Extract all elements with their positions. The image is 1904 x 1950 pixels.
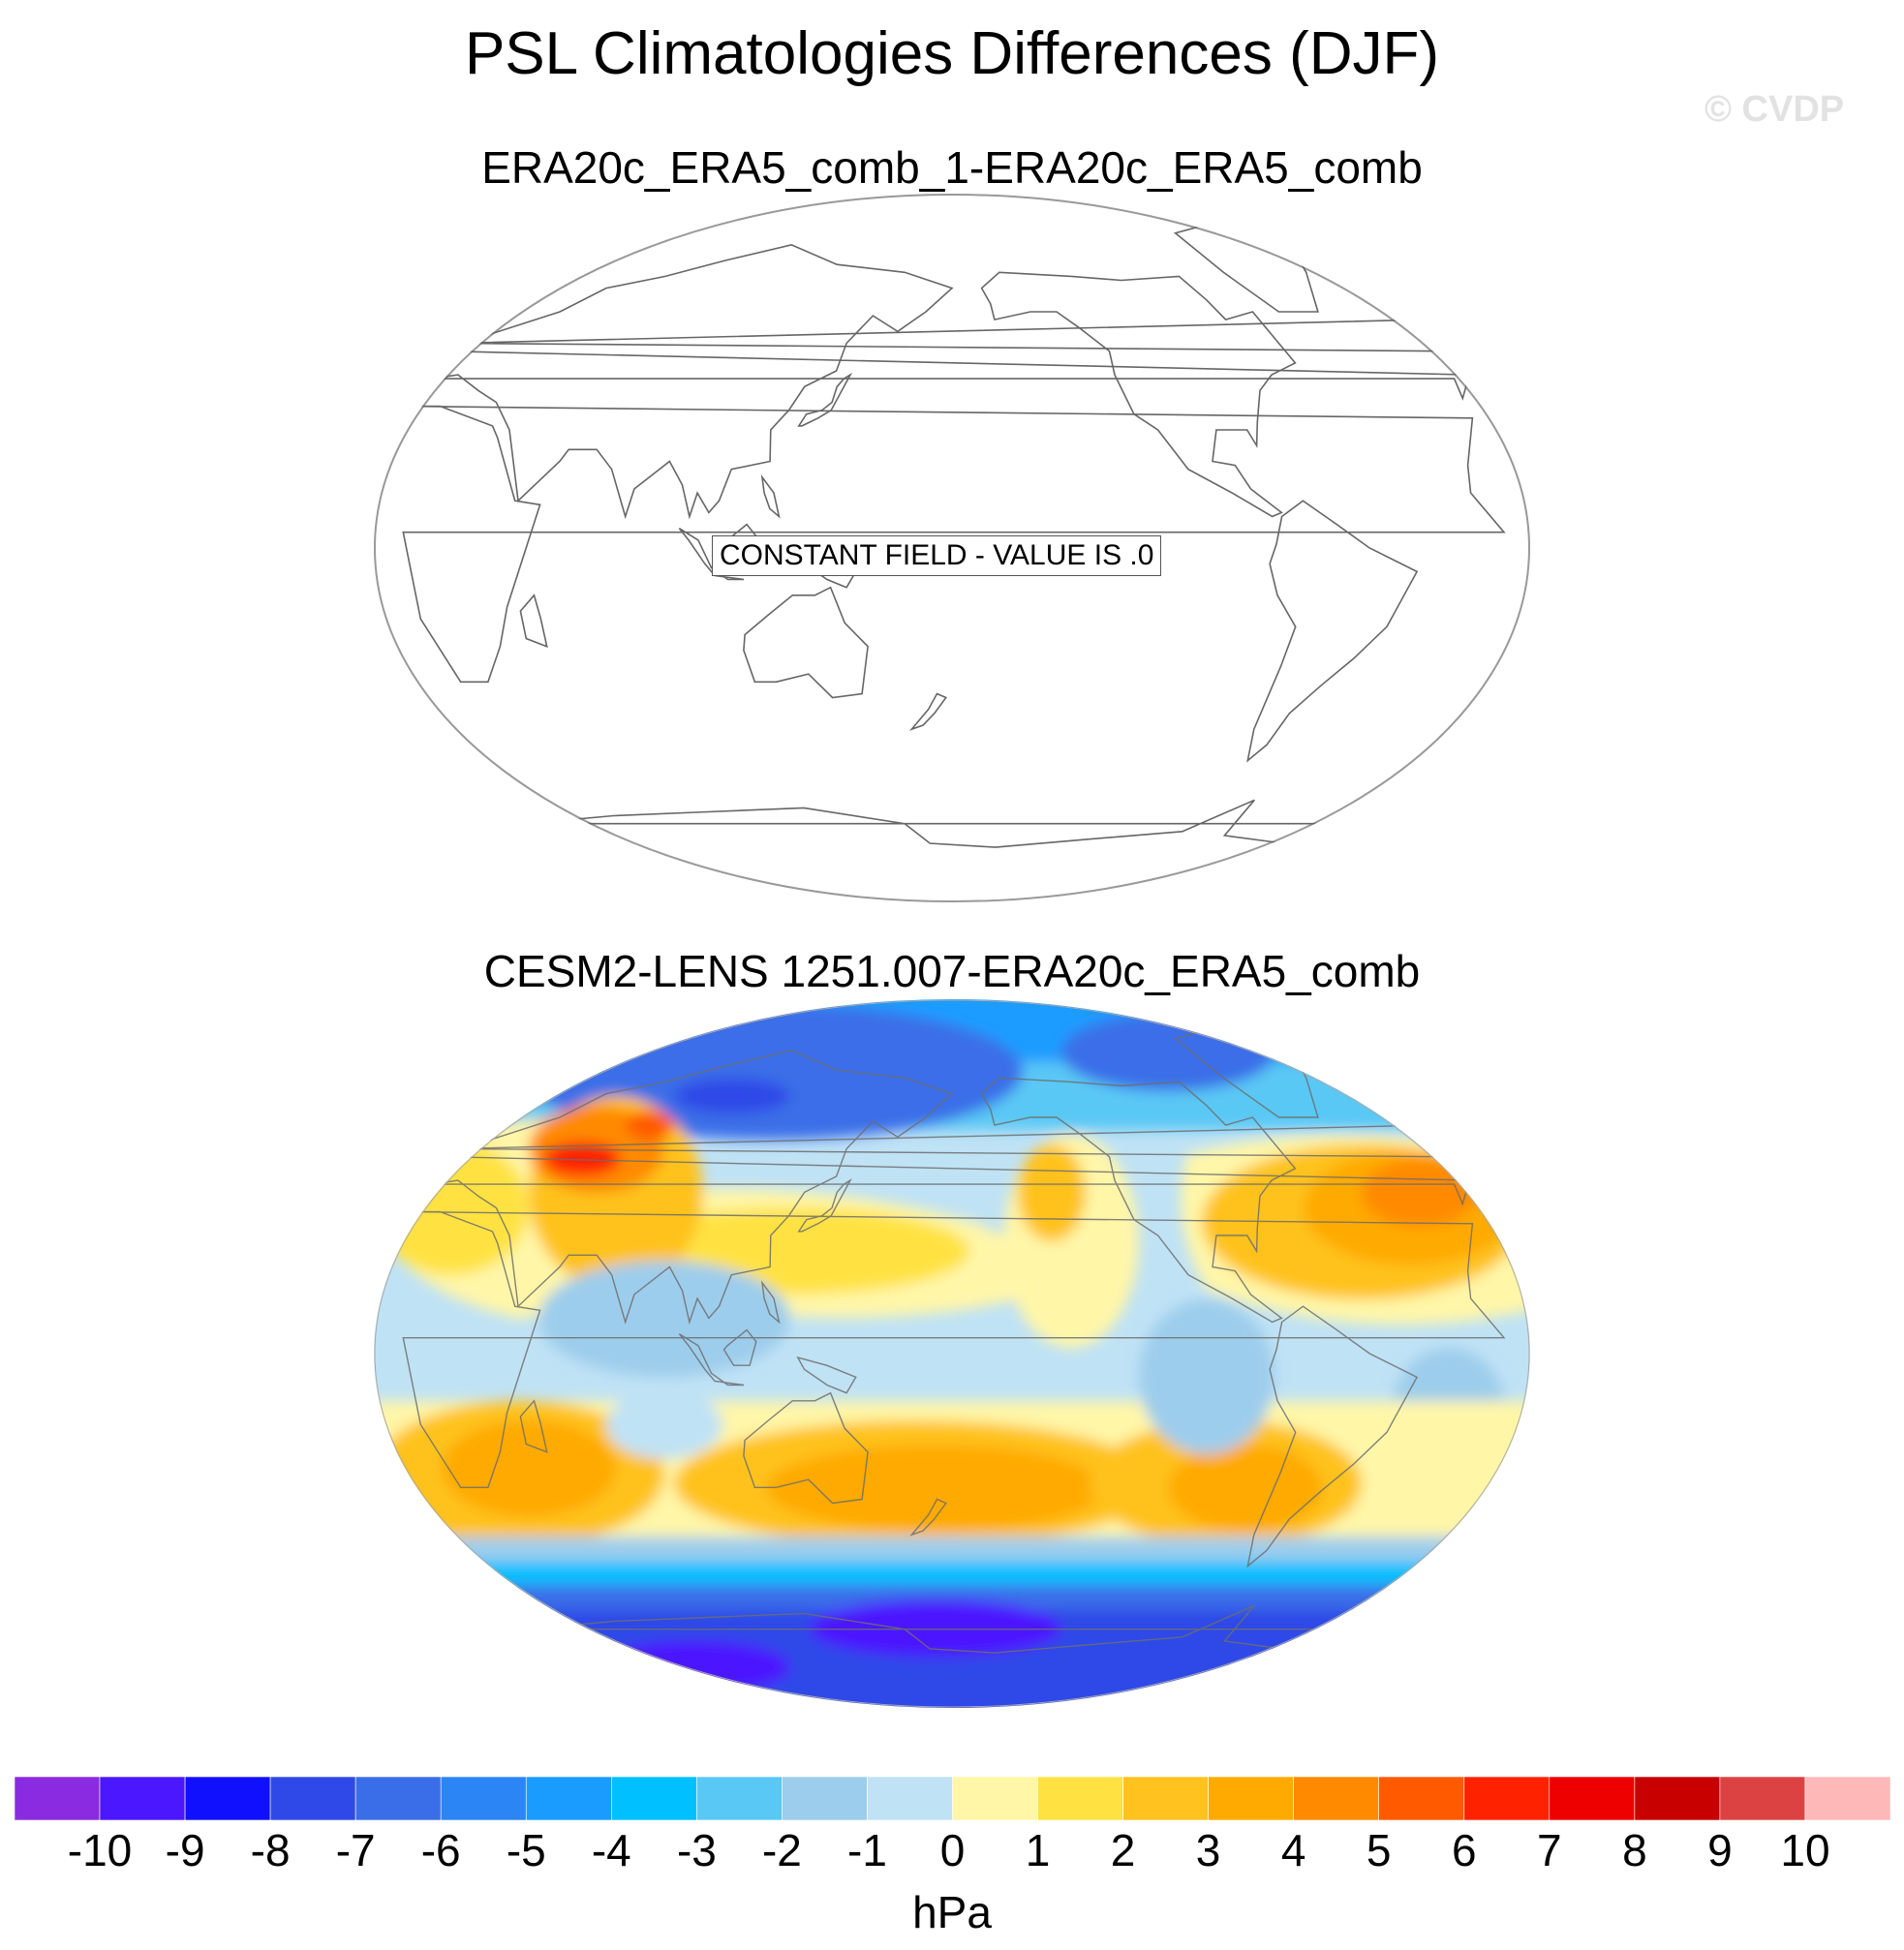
coastline-2-12 [519, 1399, 548, 1453]
colorbar-box-15 [1293, 1777, 1379, 1821]
coastline-2-7 [797, 1178, 852, 1233]
blob-spac-plus3 [766, 1445, 1105, 1532]
coastline-2-1 [432, 1050, 1471, 1325]
coastline-2-0 [402, 1210, 1506, 1488]
blob-mongolia-plus5 [626, 1111, 674, 1140]
colorbar-box-11 [952, 1777, 1038, 1821]
colorbar-box-16 [1378, 1777, 1464, 1821]
colorbar-tick-15: 5 [1367, 1825, 1392, 1875]
colorbar-box-13 [1122, 1777, 1209, 1821]
coastline-2-8 [678, 1333, 745, 1386]
blob-maritime-minus1 [538, 1261, 790, 1377]
panel2-globe-border [374, 999, 1530, 1708]
colorbar-box-3 [269, 1777, 356, 1821]
blob-so-west-minus9 [597, 1640, 790, 1694]
colorbar-tick-5: -5 [507, 1825, 546, 1875]
coastline-2-11 [909, 1498, 947, 1537]
colorbar-box-20 [1719, 1777, 1806, 1821]
colorbar-box-4 [354, 1777, 442, 1821]
coastline-1-0 [402, 405, 1506, 684]
colorbar-tick-12: 2 [1111, 1825, 1136, 1875]
colorbar-tick-13: 3 [1196, 1825, 1221, 1875]
colorbar-tick-20: 10 [1780, 1825, 1829, 1875]
colorbar-tick-11: 1 [1026, 1825, 1051, 1875]
panel1-title: ERA20c_ERA5_comb_1-ERA20c_ERA5_comb [481, 142, 1423, 193]
blob-australia-minus0 [606, 1391, 722, 1459]
blob-indian-plus3 [442, 1420, 616, 1517]
coastline-1-14 [760, 473, 781, 519]
blob-west-eurasia-plus1 [374, 1140, 529, 1275]
colorbar-tick-7: -3 [677, 1825, 717, 1875]
coastline-2-9 [722, 1328, 757, 1366]
coastline-2-14 [760, 1280, 781, 1325]
colorbar-tick-18: 8 [1622, 1825, 1647, 1875]
coastline-1-6 [527, 799, 1375, 848]
blob-samerica-minus1 [1139, 1299, 1274, 1454]
colorbar-box-14 [1208, 1777, 1294, 1821]
coastline-1-2 [743, 586, 869, 699]
colorbar-box-6 [525, 1777, 612, 1821]
colorbar-boxes [14, 1777, 1891, 1821]
colorbar-tick-16: 6 [1452, 1825, 1477, 1875]
coastline-1-12 [519, 594, 548, 648]
panel2-map [374, 999, 1530, 1708]
colorbar: -10 -9 -8 -7 -6 -5 -4 -3 -2 -1 0 1 2 3 4 5 6 7 8 9 10 hPa [14, 1777, 1891, 1937]
colorbar-box-9 [782, 1777, 868, 1821]
copyright-watermark: © CVDP [1704, 89, 1845, 130]
colorbar-tick-8: -2 [762, 1825, 802, 1875]
colorbar-tick-17: 7 [1537, 1825, 1562, 1875]
constant-field-label: CONSTANT FIELD - VALUE IS .0 [712, 535, 1162, 576]
colorbar-box-1 [99, 1777, 186, 1821]
colorbar-box-7 [610, 1777, 697, 1821]
colorbar-tick-3: -7 [336, 1825, 376, 1875]
blob-rockies-plus2 [1018, 1144, 1086, 1241]
colorbar-box-19 [1634, 1777, 1721, 1821]
coastline-2-4 [1246, 1305, 1419, 1569]
blob-natl-plus4 [1362, 1159, 1478, 1227]
colorbar-box-5 [440, 1777, 527, 1821]
colorbar-box-21 [1804, 1777, 1891, 1821]
coastline-1-3 [980, 271, 1297, 518]
colorbar-box-8 [696, 1777, 783, 1821]
coastline-2-2 [743, 1391, 869, 1505]
coastline-1-7 [797, 372, 853, 427]
colorbar-tick-10: 0 [940, 1825, 966, 1875]
colorbar-tick-9: -1 [847, 1825, 887, 1875]
colorbar-tick-14: 4 [1281, 1825, 1306, 1875]
colorbar-tick-4: -6 [421, 1825, 461, 1875]
coastline-1-11 [908, 692, 948, 731]
colorbar-tick-0: -10 [68, 1825, 132, 1875]
colorbar-box-12 [1037, 1777, 1123, 1821]
colorbar-tick-labels: -10 -9 -8 -7 -6 -5 -4 -3 -2 -1 0 1 2 3 4 5 6 7 8 9 10 [68, 1825, 1830, 1875]
colorbar-box-17 [1463, 1777, 1551, 1821]
colorbar-box-0 [14, 1777, 101, 1821]
coastline-1-8 [678, 528, 745, 581]
coastline-1-4 [1246, 500, 1419, 763]
main-title: PSL Climatologies Differences (DJF) [464, 20, 1440, 87]
colorbar-units-label: hPa [912, 1887, 992, 1937]
panel2-title: CESM2-LENS 1251.007-ERA20c_ERA5_comb [483, 946, 1421, 996]
coastline-2-3 [980, 1077, 1297, 1324]
colorbar-box-18 [1549, 1777, 1636, 1821]
colorbar-box-2 [184, 1777, 271, 1821]
coastline-2-10 [796, 1356, 857, 1394]
blob-arctic-minus7 [674, 1079, 790, 1113]
colorbar-tick-2: -8 [251, 1825, 291, 1875]
colorbar-tick-19: 9 [1707, 1825, 1733, 1875]
colorbar-box-10 [867, 1777, 953, 1821]
colorbar-tick-1: -9 [166, 1825, 205, 1875]
colorbar-tick-6: -4 [592, 1825, 631, 1875]
coastline-1-1 [432, 244, 1471, 520]
blob-satl-plus3 [1168, 1445, 1323, 1532]
